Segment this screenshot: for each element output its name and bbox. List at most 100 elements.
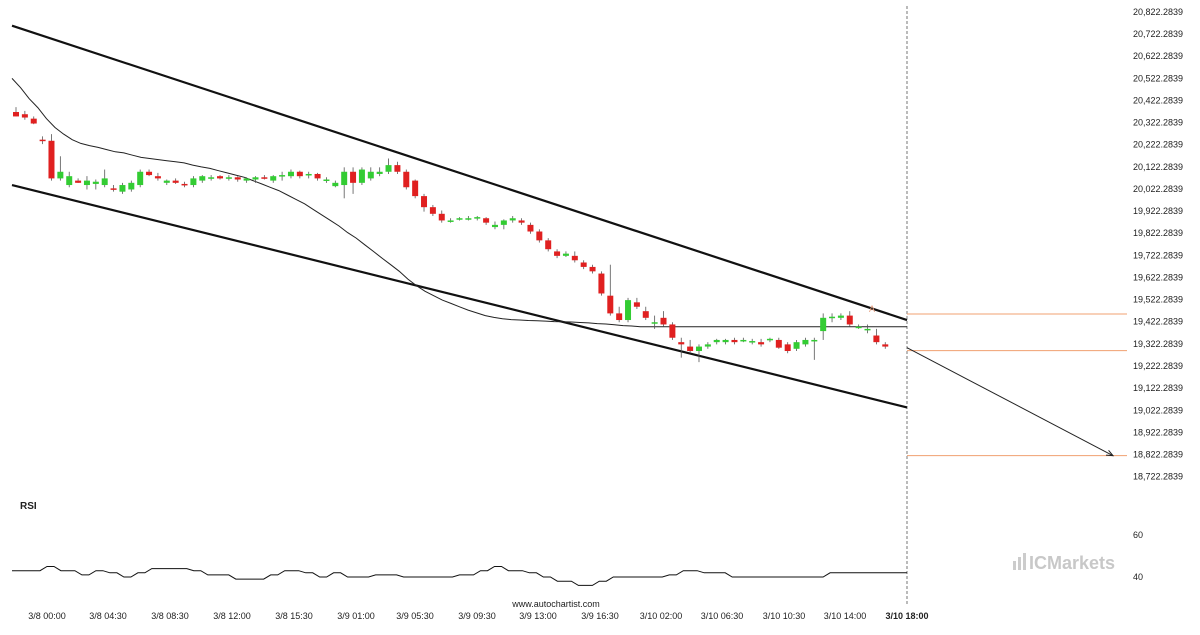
candlestick xyxy=(217,175,224,180)
candlestick xyxy=(722,338,729,345)
candle-body xyxy=(837,315,844,318)
candle-body xyxy=(199,176,206,181)
candlestick xyxy=(740,337,747,343)
forecast-arrow-line xyxy=(906,347,1114,457)
candle-body xyxy=(429,207,436,214)
candlestick xyxy=(438,210,445,223)
candle-body xyxy=(802,339,809,345)
price-tick-label: 19,422.2839 xyxy=(1133,317,1183,327)
candle-body xyxy=(864,328,871,331)
svg-text:ICMarkets: ICMarkets xyxy=(1029,553,1115,573)
candlestick xyxy=(882,342,889,349)
candle-body xyxy=(110,188,117,190)
price-tick-label: 20,322.2839 xyxy=(1133,118,1183,128)
candle-body xyxy=(687,346,694,352)
candlestick xyxy=(110,185,117,192)
rsi-line xyxy=(12,566,907,586)
candlestick xyxy=(208,175,215,181)
candle-body xyxy=(314,173,321,179)
price-tick-label: 19,622.2839 xyxy=(1133,272,1183,282)
candle-body xyxy=(154,176,161,179)
candle-body xyxy=(119,185,126,192)
candlestick xyxy=(864,324,871,334)
price-tick-label: 18,822.2839 xyxy=(1133,450,1183,460)
candle-body xyxy=(447,220,454,222)
candlestick xyxy=(793,339,800,352)
time-tick-label: 3/8 04:30 xyxy=(89,611,127,621)
candlestick xyxy=(509,216,516,223)
brand-prefix: IC xyxy=(1029,553,1047,573)
candle-body xyxy=(589,266,596,272)
candle-body xyxy=(332,182,339,187)
price-tick-label: 20,122.2839 xyxy=(1133,162,1183,172)
candlestick xyxy=(394,161,401,174)
time-tick-label: 3/9 09:30 xyxy=(458,611,496,621)
candlestick xyxy=(252,176,259,183)
candle-body xyxy=(616,313,623,321)
candle-body xyxy=(208,177,215,179)
price-tick-label: 20,822.2839 xyxy=(1133,7,1183,17)
candlestick xyxy=(421,193,428,212)
candle-body xyxy=(341,171,348,186)
candlestick xyxy=(146,169,153,177)
candlestick xyxy=(633,297,640,309)
candle-body xyxy=(740,339,747,342)
candle-body xyxy=(766,338,773,341)
candle-body xyxy=(598,273,605,294)
time-tick-label: 3/8 00:00 xyxy=(28,611,66,621)
candlestick xyxy=(465,216,472,221)
time-tick-label: 3/10 18:00 xyxy=(885,611,928,621)
candle-body xyxy=(758,342,765,345)
rsi-label: RSI xyxy=(20,501,37,512)
candlestick xyxy=(305,171,312,179)
candlestick xyxy=(66,171,73,188)
candlestick xyxy=(75,178,82,183)
channel-lower-line xyxy=(11,183,908,409)
candlestick xyxy=(766,337,773,343)
candle-body xyxy=(172,180,179,183)
price-tick-label: 19,022.2839 xyxy=(1133,405,1183,415)
candle-body xyxy=(731,339,738,343)
candlestick xyxy=(30,116,37,125)
candle-body xyxy=(518,220,525,223)
rsi-tick-label: 40 xyxy=(1133,572,1143,582)
candlestick xyxy=(687,339,694,354)
time-tick-label: 3/8 12:00 xyxy=(213,611,251,621)
price-tick-label: 20,222.2839 xyxy=(1133,140,1183,150)
candle-body xyxy=(483,218,490,223)
candlestick xyxy=(101,169,108,188)
candle-body xyxy=(562,253,569,256)
price-tick-label: 20,722.2839 xyxy=(1133,29,1183,39)
candle-body xyxy=(287,171,294,177)
time-tick-label: 3/8 15:30 xyxy=(275,611,313,621)
candlestick xyxy=(545,238,552,252)
forecast-arrow-head xyxy=(1105,449,1115,457)
candlestick xyxy=(48,134,55,181)
candle-body xyxy=(820,317,827,332)
candle-body xyxy=(704,344,711,347)
candle-body xyxy=(279,175,286,177)
candlestick xyxy=(474,216,481,221)
candle-body xyxy=(323,179,330,182)
axis-layer: 20,822.2839 20,722.2839 20,622.2839 20,522.… xyxy=(28,7,1183,621)
candlestick xyxy=(190,176,197,188)
candlestick xyxy=(119,182,126,194)
candle-body xyxy=(829,316,836,319)
candlestick xyxy=(589,264,596,274)
candle-body xyxy=(882,344,889,347)
price-tick-label: 19,522.2839 xyxy=(1133,295,1183,305)
candle-body xyxy=(491,224,498,228)
candlestick xyxy=(527,222,534,234)
price-tick-label: 19,122.2839 xyxy=(1133,383,1183,393)
candlestick xyxy=(21,110,28,120)
price-tick-label: 19,322.2839 xyxy=(1133,339,1183,349)
candle-body xyxy=(101,178,108,186)
candlestick xyxy=(749,338,756,345)
channel-upper-line xyxy=(11,24,908,322)
time-tick-label: 3/10 14:00 xyxy=(824,611,867,621)
candle-body xyxy=(128,182,135,190)
candle-body xyxy=(261,177,268,179)
candle-body xyxy=(270,176,277,181)
candlestick xyxy=(562,251,569,257)
candlestick xyxy=(287,169,294,179)
